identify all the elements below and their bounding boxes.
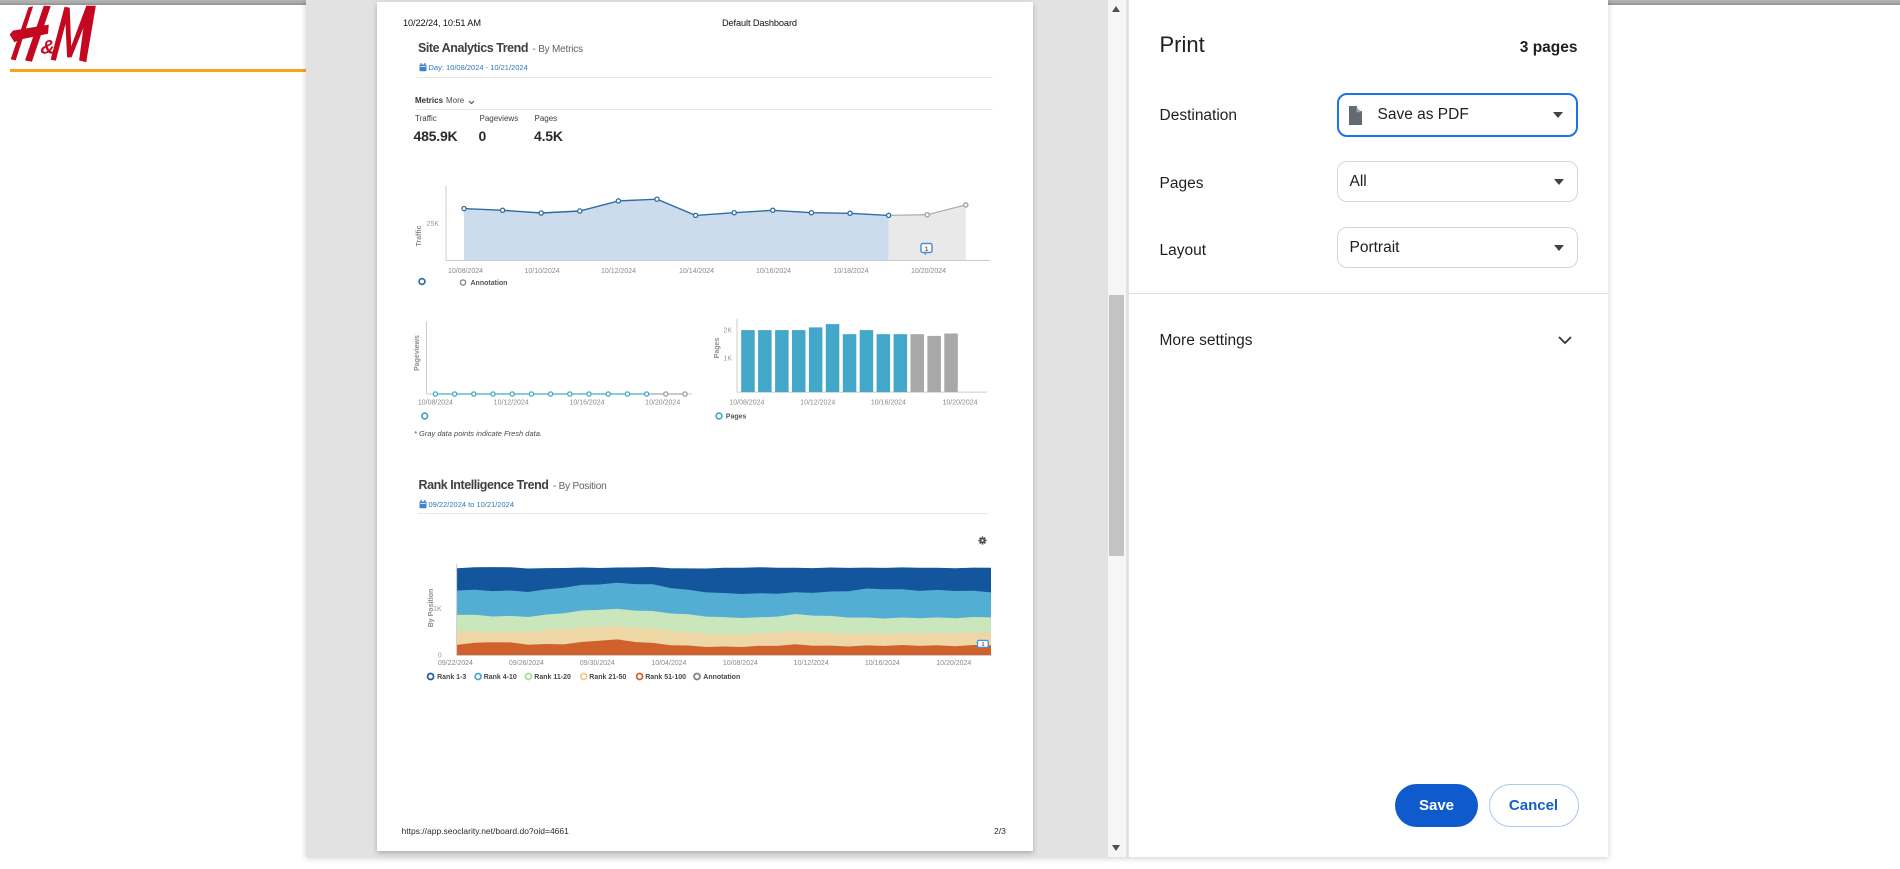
svg-text:&: & bbox=[38, 36, 57, 58]
svg-text:10/16/2024: 10/16/2024 bbox=[756, 268, 791, 275]
svg-text:10/08/2024: 10/08/2024 bbox=[448, 268, 483, 275]
svg-text:Traffic: Traffic bbox=[416, 225, 423, 246]
svg-text:Rank 51-100: Rank 51-100 bbox=[645, 674, 686, 681]
svg-text:10/10/2024: 10/10/2024 bbox=[524, 268, 559, 275]
svg-text:10/04/2024: 10/04/2024 bbox=[651, 660, 686, 667]
svg-text:1: 1 bbox=[981, 642, 984, 648]
svg-text:0: 0 bbox=[438, 652, 442, 659]
svg-text:Annotation: Annotation bbox=[471, 280, 508, 287]
svg-text:25K: 25K bbox=[427, 221, 440, 228]
svg-text:Rank 1-3: Rank 1-3 bbox=[437, 674, 466, 681]
svg-text:10/20/2024: 10/20/2024 bbox=[936, 660, 971, 667]
svg-text:Pages: Pages bbox=[726, 413, 747, 420]
svg-text:10/20/2024: 10/20/2024 bbox=[942, 399, 977, 406]
svg-text:Pages: Pages bbox=[714, 337, 721, 358]
svg-text:10/20/2024: 10/20/2024 bbox=[911, 268, 946, 275]
svg-text:1K: 1K bbox=[433, 606, 442, 613]
svg-text:10/20/2024: 10/20/2024 bbox=[645, 399, 680, 406]
svg-text:10/12/2024: 10/12/2024 bbox=[494, 399, 529, 406]
svg-text:By Position: By Position bbox=[428, 588, 435, 627]
svg-text:09/26/2024: 09/26/2024 bbox=[509, 660, 544, 667]
svg-text:10/18/2024: 10/18/2024 bbox=[833, 268, 868, 275]
svg-text:10/14/2024: 10/14/2024 bbox=[679, 268, 714, 275]
svg-text:1: 1 bbox=[925, 245, 929, 252]
svg-text:10/16/2024: 10/16/2024 bbox=[871, 399, 906, 406]
svg-text:Annotation: Annotation bbox=[703, 674, 740, 681]
svg-text:Pageviews: Pageviews bbox=[414, 334, 421, 370]
svg-text:09/22/2024: 09/22/2024 bbox=[438, 660, 473, 667]
svg-text:1K: 1K bbox=[723, 355, 732, 362]
svg-text:10/12/2024: 10/12/2024 bbox=[800, 399, 835, 406]
svg-text:10/12/2024: 10/12/2024 bbox=[601, 268, 636, 275]
svg-text:10/16/2024: 10/16/2024 bbox=[569, 399, 604, 406]
svg-text:10/08/2024: 10/08/2024 bbox=[418, 399, 453, 406]
svg-text:10/08/2024: 10/08/2024 bbox=[729, 399, 764, 406]
svg-text:10/12/2024: 10/12/2024 bbox=[794, 660, 829, 667]
svg-text:09/30/2024: 09/30/2024 bbox=[580, 660, 615, 667]
svg-text:10/16/2024: 10/16/2024 bbox=[865, 660, 900, 667]
svg-text:2K: 2K bbox=[723, 327, 732, 334]
svg-text:Rank 11-20: Rank 11-20 bbox=[534, 674, 571, 681]
svg-text:Rank 4-10: Rank 4-10 bbox=[484, 674, 517, 681]
svg-text:Rank 21-50: Rank 21-50 bbox=[589, 674, 626, 681]
svg-text:10/08/2024: 10/08/2024 bbox=[723, 660, 758, 667]
